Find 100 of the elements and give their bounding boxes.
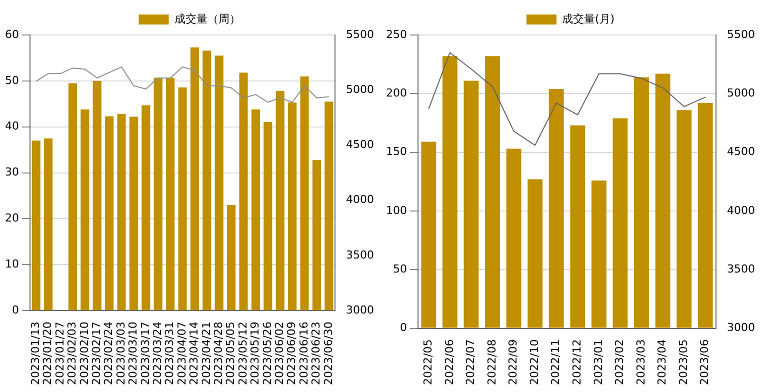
y-tick-label: 10 (4, 258, 19, 271)
y2-tick-label: 3500 (346, 248, 374, 262)
bar (44, 138, 53, 310)
bar (214, 56, 224, 310)
x-tick-label: 2023/04 (656, 339, 669, 386)
x-tick-label: 2023/02 (613, 339, 626, 386)
x-tick-label: 2022/10 (528, 339, 541, 386)
x-tick-label: 2022/08 (485, 339, 498, 386)
x-tick-label: 2023/06/02 (272, 322, 286, 386)
x-tick-label: 2023/04/21 (200, 322, 213, 386)
x-tick-label: 2022/07 (464, 339, 478, 386)
x-tick-label: 2023/04/14 (188, 322, 201, 386)
y2-tick-label: 4500 (727, 145, 756, 158)
bar (591, 180, 606, 328)
bar (264, 122, 272, 310)
x-tick-label: 2023/02/17 (90, 322, 103, 386)
x-tick-label: 2023/05/19 (248, 322, 262, 386)
y2-tick-label: 4000 (346, 193, 374, 206)
y2-tick-label: 5000 (346, 82, 374, 96)
bar (68, 83, 77, 310)
bar (312, 160, 321, 310)
x-tick-label: 2023/04/07 (175, 322, 188, 386)
bar (190, 47, 199, 310)
x-tick-label: 2023/06/16 (297, 322, 310, 386)
bar (32, 140, 40, 310)
bar (506, 148, 522, 328)
x-tick-label: 2023/02/10 (78, 322, 91, 386)
x-tick-label: 2023/02/24 (102, 322, 116, 386)
x-tick-label: 2023/03/17 (138, 322, 152, 386)
y-tick-label: 30 (4, 166, 19, 179)
y2-tick-label: 4500 (346, 138, 374, 152)
x-tick-label: 2023/03/31 (163, 322, 176, 386)
bar (528, 179, 543, 328)
x-tick-label: 2023/05/12 (236, 322, 250, 386)
x-tick-label: 2023/03/24 (150, 322, 164, 386)
bar (276, 91, 284, 310)
y2-tick-label: 3000 (346, 303, 374, 316)
bar (92, 80, 102, 310)
bar (251, 109, 260, 310)
y-tick-label: 150 (386, 145, 407, 158)
x-tick-label: 2022/06 (442, 339, 456, 386)
bar (485, 56, 500, 328)
x-tick-label: 2023/01/13 (28, 322, 42, 386)
x-tick-label: 2023/01/27 (53, 322, 66, 386)
x-tick-label: 2023/03/03 (114, 322, 128, 386)
y2-tick-label: 5000 (727, 86, 756, 100)
bar (239, 72, 248, 310)
bar (154, 78, 162, 310)
bar (288, 102, 297, 310)
y2-tick-label: 3000 (727, 321, 756, 334)
bar (548, 88, 564, 328)
bar (570, 125, 586, 328)
x-tick-label: 2023/03/10 (126, 322, 140, 386)
bar (142, 105, 150, 310)
x-tick-label: 2023/06/09 (285, 322, 298, 386)
x-tick-label: 2023/06/23 (310, 322, 323, 386)
bar (442, 56, 458, 328)
x-tick-label: 2023/06/30 (322, 322, 335, 386)
y-tick-label: 250 (386, 28, 407, 41)
x-tick-label: 2023/05 (676, 339, 690, 386)
x-tick-label: 2023/05/05 (224, 322, 238, 386)
bar (178, 87, 187, 310)
x-tick-label: 2022/05 (422, 339, 434, 386)
bar (129, 116, 138, 310)
bar (80, 109, 90, 310)
x-tick-label: 2022/12 (570, 339, 584, 386)
y-tick-label: 0 (400, 321, 407, 334)
bar (166, 78, 175, 310)
x-tick-label: 2023/01/20 (41, 322, 54, 386)
y-tick-label: 100 (386, 204, 407, 217)
bar (202, 50, 212, 310)
bar (117, 114, 126, 310)
x-tick-label: 2023/06 (698, 339, 712, 386)
bar (300, 76, 309, 310)
legend-label: 成交量(月) (562, 12, 615, 26)
y2-tick-label: 5500 (346, 28, 374, 41)
bar (464, 80, 479, 328)
y2-tick-label: 5500 (727, 28, 756, 41)
y-tick-label: 20 (4, 212, 19, 225)
bar (655, 74, 670, 328)
x-tick-label: 2023/01 (592, 339, 605, 386)
bar (105, 116, 114, 310)
x-tick-label: 2022/11 (549, 339, 562, 386)
bar (227, 204, 236, 310)
x-tick-label: 2023/02/03 (66, 322, 79, 386)
y-tick-label: 50 (392, 262, 407, 276)
bar (634, 77, 649, 328)
x-tick-label: 2023/03 (634, 339, 648, 386)
bar (421, 142, 436, 328)
x-tick-label: 2023/05/26 (260, 322, 274, 386)
y-tick-label: 0 (12, 303, 19, 316)
y2-tick-label: 4000 (727, 204, 756, 217)
y-tick-label: 50 (4, 74, 19, 87)
y2-tick-label: 3500 (727, 262, 756, 276)
bar (612, 118, 628, 328)
y-tick-label: 60 (4, 28, 19, 41)
y-tick-label: 200 (386, 86, 407, 100)
legend-label: 成交量（周） (174, 12, 240, 26)
bar (676, 110, 692, 328)
bar (324, 102, 334, 310)
